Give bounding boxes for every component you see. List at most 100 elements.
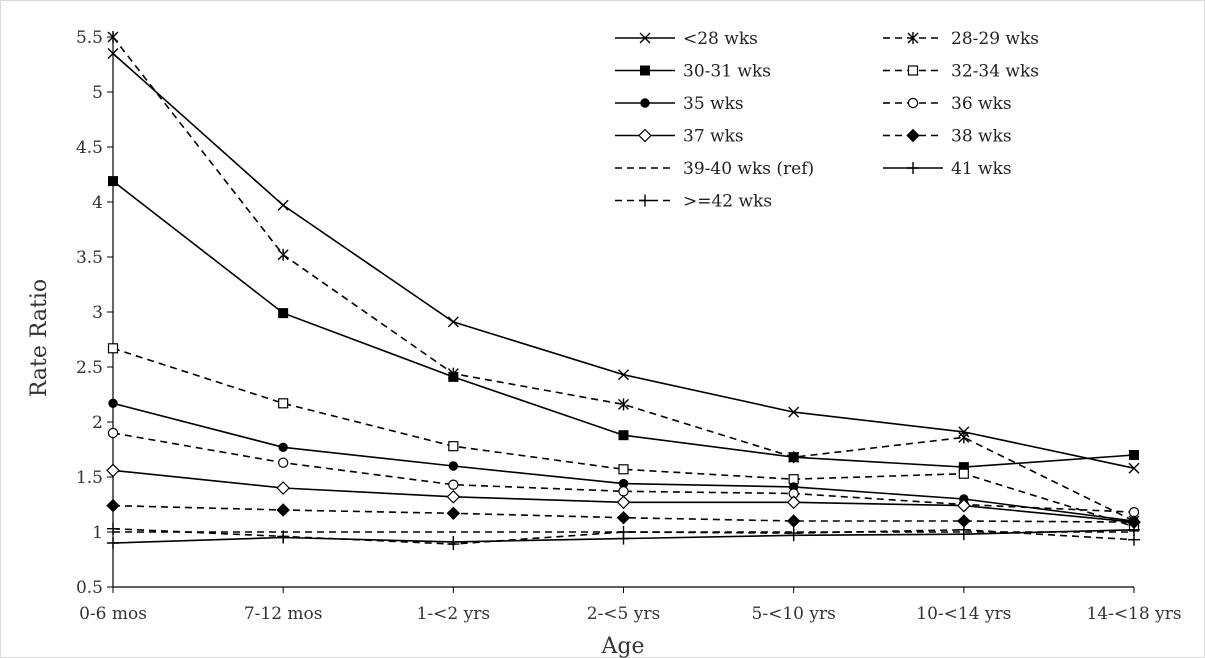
data-point-37-wks (446, 489, 461, 504)
legend-item-36-wks: 36 wks (883, 94, 1012, 114)
x-tick-label: 10-<14 yrs (916, 604, 1011, 624)
data-point-37-wks (616, 495, 631, 510)
data-point-37-wks (786, 495, 801, 510)
legend-label: >=42 wks (683, 192, 772, 212)
x-tick-label: 2-<5 yrs (587, 604, 660, 624)
legend-item-32-34-wks: 32-34 wks (883, 62, 1039, 82)
legend-label: 38 wks (951, 127, 1012, 147)
y-tick-label: 4.5 (76, 138, 103, 158)
data-point-32-34-wks (448, 441, 459, 452)
y-tick-label: 2 (92, 413, 103, 433)
legend-item-39-40-wks-ref: 39-40 wks (ref) (615, 159, 814, 179)
legend-marker (907, 97, 919, 109)
legend-label: 35 wks (683, 94, 744, 114)
data-point-35-wks (278, 442, 288, 452)
legend-marker (906, 128, 920, 143)
legend-item-42-wks: >=42 wks (615, 192, 772, 212)
data-point-32-34-wks (107, 343, 119, 354)
legend-marker (639, 194, 651, 207)
data-point-30-31-wks (448, 371, 459, 382)
legend-marker (907, 162, 919, 174)
data-point-28-29-wks (958, 431, 970, 444)
legend-marker (640, 98, 650, 108)
data-point-28-wks (107, 48, 119, 59)
data-point-32-34-wks (618, 464, 629, 475)
series-group (106, 31, 1141, 551)
y-tick-label: 0.5 (76, 578, 103, 598)
series-38-wks (106, 498, 1141, 529)
data-point-28-wks (618, 369, 629, 381)
y-tick-label: 5.5 (76, 28, 103, 48)
data-point-36-wks (448, 479, 459, 490)
legend-marker (640, 65, 650, 76)
data-point-30-31-wks (108, 176, 118, 187)
legend-label: 32-34 wks (951, 62, 1039, 82)
data-point-28-29-wks (107, 31, 119, 43)
data-point-36-wks (277, 457, 289, 468)
data-point-30-31-wks (1129, 450, 1139, 460)
legend-item-41-wks: 41 wks (883, 159, 1012, 179)
data-point-37-wks (276, 481, 291, 495)
data-point-41-wks (107, 537, 119, 549)
data-point-36-wks (107, 427, 119, 439)
y-tick-label: 1 (92, 523, 103, 543)
axes: 0.5 1 1.5 2 2.5 3 3.5 4 4.5 5 5.5 0-6 mos 7-12 mos 1-… (76, 28, 1182, 624)
y-tick-label: 4 (92, 193, 103, 213)
data-point-30-31-wks (618, 430, 629, 441)
legend-label: 39-40 wks (ref) (683, 159, 814, 179)
x-tick-label: 0-6 mos (79, 604, 147, 624)
data-point-28-29-wks (618, 398, 629, 411)
y-tick-label: 2.5 (76, 358, 103, 378)
data-point-30-31-wks (788, 452, 799, 463)
data-point-38-wks (276, 503, 290, 517)
data-point-42-wks (447, 538, 460, 551)
data-point-38-wks (616, 510, 631, 525)
x-tick-label: 5-<10 yrs (752, 604, 836, 624)
data-point-36-wks (618, 486, 629, 497)
legend-item-38-wks: 38 wks (883, 127, 1012, 147)
data-point-37-wks (106, 463, 120, 478)
legend-item-37-wks: 37 wks (615, 127, 744, 147)
data-point-42-wks (617, 526, 630, 538)
y-tick-label: 1.5 (76, 468, 103, 488)
data-point-28-wks (1128, 462, 1140, 474)
x-tick-label: 14-<18 yrs (1086, 604, 1181, 624)
y-tick-label: 5 (92, 83, 103, 103)
x-tick-label: 1-<2 yrs (417, 604, 490, 624)
x-axis-title: Age (601, 634, 645, 658)
data-point-37-wks (956, 498, 971, 513)
data-point-42-wks (277, 530, 290, 543)
data-point-38-wks (786, 514, 801, 528)
data-point-35-wks (448, 461, 459, 471)
y-tick-label: 3.5 (76, 248, 103, 268)
data-point-28-wks (277, 199, 289, 211)
data-point-32-34-wks (278, 398, 289, 409)
legend-marker (638, 128, 652, 143)
data-point-38-wks (446, 506, 461, 521)
legend-label: 30-31 wks (683, 62, 771, 82)
legend-item-28-wks: <28 wks (615, 29, 758, 49)
data-point-38-wks (106, 498, 120, 513)
data-point-30-31-wks (278, 308, 289, 319)
data-point-28-wks (788, 406, 800, 418)
legend: <28 wks 28-29 wks 30-31 wks 32-34 wks 35 wks… (615, 29, 1039, 212)
legend-label: 28-29 wks (951, 29, 1039, 49)
y-tick-label: 3 (92, 303, 103, 323)
legend-label: 37 wks (683, 127, 744, 147)
series-42-wks (107, 522, 1140, 551)
legend-label: 36 wks (951, 94, 1012, 114)
data-point-28-wks (447, 316, 459, 328)
data-point-32-34-wks (958, 468, 969, 479)
legend-label: <28 wks (683, 29, 758, 49)
series-30-31-wks (108, 176, 1139, 473)
legend-item-28-29-wks: 28-29 wks (883, 29, 1039, 49)
data-point-42-wks (787, 527, 800, 540)
data-point-42-wks (107, 522, 119, 535)
data-point-42-wks (1128, 533, 1140, 546)
legend-label: 41 wks (951, 159, 1012, 179)
data-point-42-wks (957, 523, 970, 536)
data-point-35-wks (108, 398, 118, 408)
legend-item-30-31-wks: 30-31 wks (615, 62, 771, 82)
